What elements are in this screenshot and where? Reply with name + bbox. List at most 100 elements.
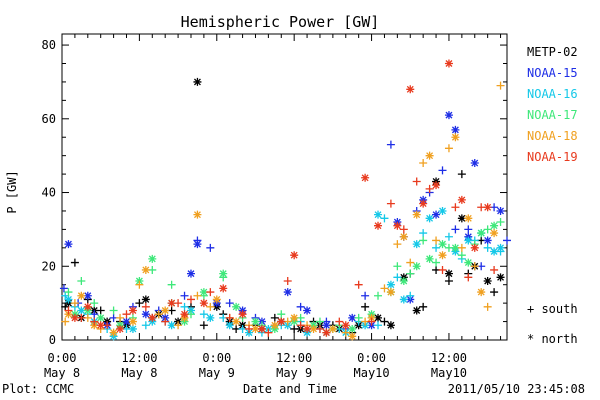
point-metp-02-south	[457, 170, 466, 179]
point-noaa-19-south	[90, 317, 99, 326]
point-noaa-19-south	[122, 310, 131, 319]
x-tick-date-label: May10	[431, 366, 467, 380]
point-noaa-17-north	[490, 221, 499, 230]
point-noaa-18-north	[412, 210, 421, 219]
point-noaa-19-south	[451, 203, 460, 212]
point-noaa-17-south	[109, 306, 118, 315]
point-noaa-15-north	[470, 159, 479, 168]
point-noaa-19-south	[186, 295, 195, 304]
y-tick-label: 60	[42, 112, 56, 126]
marker-legend: + south * north	[527, 302, 578, 346]
point-metp-02-south	[199, 321, 208, 330]
point-noaa-16-south	[374, 321, 383, 330]
point-noaa-19-south	[225, 313, 234, 322]
point-noaa-15-north	[141, 310, 150, 319]
point-noaa-16-north	[464, 236, 473, 245]
point-noaa-18-north	[386, 288, 395, 297]
point-noaa-17-north	[199, 288, 208, 297]
point-noaa-16-north	[167, 321, 176, 330]
point-noaa-19-south	[412, 177, 421, 186]
point-noaa-19-north	[257, 324, 266, 333]
x-tick-date-label: May 9	[276, 366, 312, 380]
point-noaa-19-north	[70, 313, 79, 322]
point-noaa-15-south	[438, 166, 447, 175]
point-noaa-19-north	[457, 195, 466, 204]
point-noaa-15-south	[180, 291, 189, 300]
legend-entry: NOAA-18	[527, 129, 578, 143]
point-noaa-17-south	[90, 299, 99, 308]
point-noaa-19-north	[167, 299, 176, 308]
point-noaa-18-south	[341, 328, 350, 337]
point-noaa-17-south	[483, 225, 492, 234]
point-noaa-19-north	[96, 321, 105, 330]
point-metp-02-north	[496, 273, 505, 282]
point-noaa-17-north	[425, 254, 434, 263]
point-noaa-19-south	[438, 265, 447, 274]
point-noaa-16-north	[496, 243, 505, 252]
chart-title: Hemispheric Power [GW]	[181, 13, 380, 31]
point-noaa-19-south	[386, 199, 395, 208]
point-noaa-19-north	[238, 310, 247, 319]
legend-entry: NOAA-17	[527, 108, 578, 122]
point-noaa-15-south	[59, 284, 68, 293]
y-axis-label: P [GW]	[5, 170, 19, 213]
point-noaa-16-north	[374, 210, 383, 219]
point-noaa-17-south	[374, 291, 383, 300]
point-noaa-18-south	[70, 299, 79, 308]
point-noaa-19-south	[335, 317, 344, 326]
point-noaa-18-north	[490, 229, 499, 238]
point-noaa-15-south	[361, 291, 370, 300]
point-noaa-19-south	[264, 328, 273, 337]
point-noaa-19-south	[141, 302, 150, 311]
point-noaa-19-south	[206, 288, 215, 297]
point-noaa-18-north	[438, 251, 447, 260]
x-tick-date-label: May10	[354, 366, 390, 380]
point-noaa-15-north	[303, 306, 312, 315]
point-noaa-19-south	[490, 265, 499, 274]
point-noaa-18-north	[290, 313, 299, 322]
point-noaa-19-north	[180, 310, 189, 319]
point-noaa-19-south	[315, 324, 324, 333]
point-noaa-17-north	[232, 302, 241, 311]
point-noaa-18-south	[496, 81, 505, 90]
x-tick-time-label: 12:00	[121, 351, 157, 365]
point-noaa-17-north	[438, 240, 447, 249]
point-noaa-19-south	[399, 225, 408, 234]
point-noaa-15-north	[64, 240, 73, 249]
point-noaa-19-north	[444, 59, 453, 68]
point-noaa-18-south	[135, 280, 144, 289]
legend: METP-02 NOAA-15 NOAA-16 NOAA-17 NOAA-18 NOAA-…	[527, 45, 578, 164]
point-noaa-18-north	[328, 324, 337, 333]
point-noaa-19-north	[83, 302, 92, 311]
point-noaa-19-north	[419, 199, 428, 208]
point-noaa-16-south	[141, 321, 150, 330]
point-noaa-18-south	[154, 310, 163, 319]
point-metp-02-south	[270, 313, 279, 322]
point-noaa-18-south	[406, 258, 415, 267]
point-noaa-15-south	[464, 225, 473, 234]
point-noaa-18-north	[425, 151, 434, 160]
point-noaa-19-north	[303, 324, 312, 333]
point-noaa-18-north	[212, 295, 221, 304]
point-metp-02-north	[141, 295, 150, 304]
point-noaa-18-south	[61, 317, 70, 326]
point-noaa-16-north	[206, 313, 215, 322]
legend-entry: NOAA-15	[527, 66, 578, 80]
point-noaa-18-south	[393, 240, 402, 249]
point-noaa-15-north	[122, 317, 131, 326]
point-noaa-18-south	[174, 321, 183, 330]
point-noaa-19-north	[128, 306, 137, 315]
point-noaa-16-north	[225, 321, 234, 330]
point-noaa-17-south	[432, 258, 441, 267]
point-metp-02-south	[361, 302, 370, 311]
point-noaa-19-south	[161, 317, 170, 326]
point-noaa-15-north	[444, 111, 453, 120]
point-noaa-15-north	[432, 210, 441, 219]
point-noaa-18-north	[141, 265, 150, 274]
point-noaa-16-south	[432, 243, 441, 252]
y-tick-label: 20	[42, 259, 56, 273]
x-tick-time-label: 12:00	[276, 351, 312, 365]
point-noaa-17-north	[399, 277, 408, 286]
point-noaa-18-north	[477, 288, 486, 297]
